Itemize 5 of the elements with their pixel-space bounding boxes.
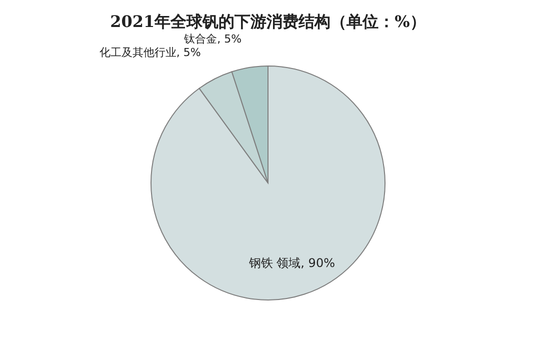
chart-title: 2021年全球钒的下游消费结构（单位：%） (109, 12, 427, 33)
slice-label: 化工及其他行业, 5% (99, 46, 201, 59)
slice-label: 钛合金, 5% (183, 32, 242, 46)
slice-label: 钢铁 领域, 90% (248, 256, 335, 270)
pie-slice (150, 66, 386, 300)
